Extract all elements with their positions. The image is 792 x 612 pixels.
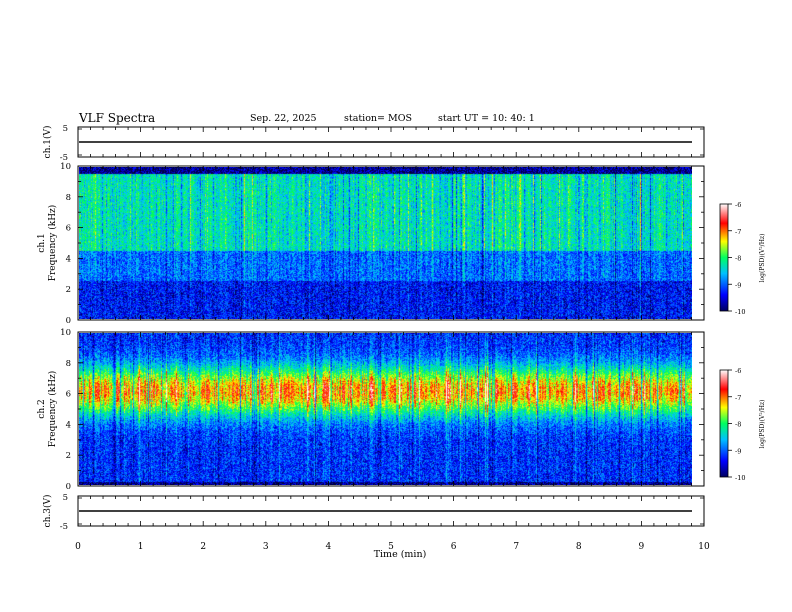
tick-layer: 0 1 2 3 4 5 6 7 8 9 10 5 -5 5 -5 0 2 4 6 8 10 -6 -7 -8 -9 -10 0 2 4 6… <box>60 124 746 552</box>
y-tick-label: 8 <box>66 359 71 369</box>
ch2-spectrogram-ylabel-freq: Frequency (kHz) <box>47 371 58 448</box>
y-tick-label: -5 <box>60 153 68 163</box>
date-label: Sep. 22, 2025 <box>250 113 317 124</box>
y-tick-label: 4 <box>66 420 71 430</box>
y-tick-label: 8 <box>66 193 71 203</box>
y-tick-label: 4 <box>66 254 71 264</box>
x-tick-label: 10 <box>698 542 710 552</box>
colorbar-tick-label: -10 <box>735 474 745 482</box>
x-tick-label: 1 <box>138 542 144 552</box>
x-tick-label: 8 <box>576 542 582 552</box>
x-tick-label: 6 <box>451 542 457 552</box>
ch2-spectrogram <box>79 333 692 485</box>
colorbar-tick-label: -8 <box>735 421 741 429</box>
ch1-spectrogram-ylabel-channel: ch.1 <box>37 233 47 252</box>
x-tick-label: 2 <box>200 542 206 552</box>
colorbar-tick-label: -7 <box>735 394 741 402</box>
ch1-spectrogram-ylabel-freq: Frequency (kHz) <box>47 205 58 282</box>
y-tick-label: 2 <box>66 451 71 461</box>
y-tick-label: 6 <box>66 224 71 234</box>
start-time-label: start UT = 10: 40: 1 <box>438 113 535 124</box>
ch1-colorbar <box>719 203 729 312</box>
colorbar-tick-label: -6 <box>735 201 741 209</box>
colorbar-tick-label: -7 <box>735 228 741 236</box>
x-tick-label: 7 <box>513 542 519 552</box>
colorbar-tick-label: -8 <box>735 255 741 263</box>
ch2-colorbar-label: log(PSD)(V²/Hz) <box>759 400 766 449</box>
figure-title: VLF Spectra <box>79 111 156 125</box>
y-tick-label: 6 <box>66 390 71 400</box>
y-tick-label: 0 <box>66 316 71 326</box>
x-axis-label: Time (min) <box>374 549 427 560</box>
y-tick-label: 5 <box>63 124 68 134</box>
station-label: station= MOS <box>344 113 413 124</box>
ch2-colorbar <box>719 369 729 478</box>
colorbar-tick-label: -9 <box>735 281 741 289</box>
y-tick-label: 0 <box>66 482 71 492</box>
x-tick-label: 5 <box>388 542 394 552</box>
ch1-colorbar-label: log(PSD)(V²/Hz) <box>759 234 766 283</box>
ch1-waveform-ylabel: ch.1(V) <box>42 126 53 159</box>
ch1-spectrogram <box>79 167 692 319</box>
x-tick-label: 3 <box>263 542 269 552</box>
colorbar-tick-label: -6 <box>735 367 741 375</box>
ch3-waveform-ylabel: ch.3(V) <box>42 495 53 528</box>
ch2-spectrogram-ylabel-channel: ch.2 <box>37 399 47 418</box>
x-tick-label: 0 <box>75 542 81 552</box>
y-tick-label: 10 <box>60 328 71 338</box>
y-tick-label: 2 <box>66 285 71 295</box>
y-tick-label: -5 <box>60 522 68 532</box>
x-tick-label: 9 <box>639 542 645 552</box>
colorbar-tick-label: -10 <box>735 308 745 316</box>
colorbar-tick-label: -9 <box>735 447 741 455</box>
y-tick-label: 10 <box>60 162 71 172</box>
y-tick-label: 5 <box>63 493 68 503</box>
x-tick-label: 4 <box>326 542 332 552</box>
